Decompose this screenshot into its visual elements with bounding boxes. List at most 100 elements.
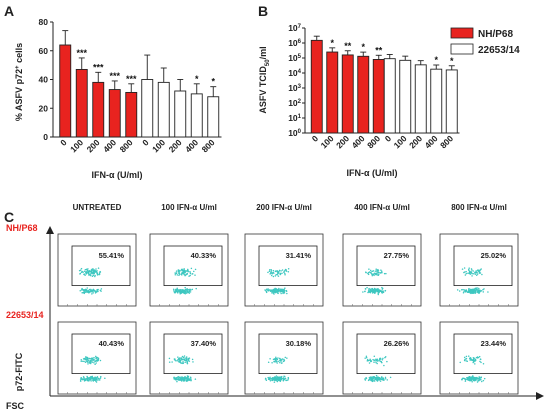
flow-event-dot [96,359,98,361]
bar [414,64,427,134]
significance-mark: * [195,74,199,84]
flow-event-dot [478,355,481,358]
flow-event-dot [283,292,286,294]
flow-event-dot [172,288,175,291]
flow-event-dot [268,270,271,272]
flow-event-dot [94,270,96,273]
flow-event-dot [180,362,182,364]
flow-event-dot [282,292,284,295]
flow-event-dot [276,289,279,292]
flow-event-dot [267,361,270,364]
flow-event-dot [181,290,183,293]
flow-event-dot [81,378,83,380]
y-axis-label: % ASFV p72+ cells [14,43,24,121]
flow-event-dot [90,290,92,292]
flow-event-dot [377,272,379,274]
flow-event-dot [184,288,187,291]
flow-event-dot [85,360,88,362]
flow-event-dot [380,269,382,271]
flow-event-dot [472,272,474,275]
flow-event-dot [95,290,97,292]
flow-event-dot [373,272,376,275]
flow-event-dot [90,380,92,382]
flow-event-dot [273,381,276,383]
bar [125,91,138,138]
bar [174,90,187,138]
flow-event-dot [88,291,90,293]
flow-event-dot [265,378,267,380]
flow-event-dot [464,290,466,292]
y-tick-label: 105 [288,53,301,63]
flow-event-dot [98,379,101,381]
flow-event-dot [179,292,181,295]
flow-event-dot [469,379,472,381]
flow-event-dot [368,291,371,293]
flow-event-dot [276,380,279,383]
flow-event-dot [180,357,182,359]
flow-event-dot [371,380,374,383]
flow-event-dot [271,290,274,293]
flow-event-dot [473,377,475,379]
flow-event-dot [282,290,285,293]
bar [59,44,72,138]
flow-event-dot [284,269,286,272]
flow-event-dot [377,269,380,272]
flow-event-dot [187,377,190,379]
flow-event-dot [92,379,94,382]
gate-percent: 26.26% [384,339,410,348]
flow-event-dot [371,292,374,294]
flow-event-dot [270,274,273,277]
flow-event-dot [275,378,277,381]
flow-event-dot [182,288,184,291]
flow-event-dot [82,271,84,273]
flow-event-dot [176,287,178,290]
flow-event-dot [382,379,385,381]
bar [357,55,370,134]
flow-event-dot [476,287,479,289]
flow-event-dot [378,360,380,362]
flow-event-dot [185,291,187,293]
flow-event-dot [285,270,288,272]
x-tick-label: 0 [140,137,151,148]
flow-event-dot [377,274,380,277]
flow-event-dot [98,273,100,276]
flow-event-dot [467,290,469,293]
flow-event-dot [274,375,276,378]
flow-event-dot [84,274,86,277]
flow-event-dot [94,269,96,272]
flow-event-dot [482,363,485,365]
flow-event-dot [479,358,482,360]
flow-event-dot [194,274,196,276]
flow-event-dot [370,271,372,273]
flow-event-dot [384,290,386,292]
flow-event-dot [460,289,463,291]
flow-event-dot [93,289,95,292]
flow-event-dot [84,379,87,382]
flow-event-dot [274,275,277,277]
flow-event-dot [95,362,97,364]
flow-event-dot [277,272,280,274]
flow-event-dot [274,287,276,290]
x-tick-label: 400 [183,137,200,154]
flow-event-dot [176,288,179,291]
flow-event-dot [477,379,480,382]
flow-event-dot [374,292,376,295]
flow-event-dot [362,291,364,293]
flow-event-dot [279,272,281,275]
flow-event-dot [462,377,464,380]
flow-event-dot [95,381,98,383]
flow-event-dot [273,358,276,360]
bar [207,96,220,138]
flow-event-dot [369,288,372,290]
flow-event-dot [186,273,188,275]
flow-event-dot [283,375,285,378]
flow-event-dot [87,269,89,272]
flow-event-dot [278,269,281,272]
flow-event-dot [194,378,197,380]
flow-event-dot [177,356,179,358]
flow-event-dot [376,362,378,365]
flow-event-dot [281,272,283,275]
flow-event-dot [177,377,180,380]
flow-event-dot [373,290,375,292]
flow-event-dot [80,377,83,379]
